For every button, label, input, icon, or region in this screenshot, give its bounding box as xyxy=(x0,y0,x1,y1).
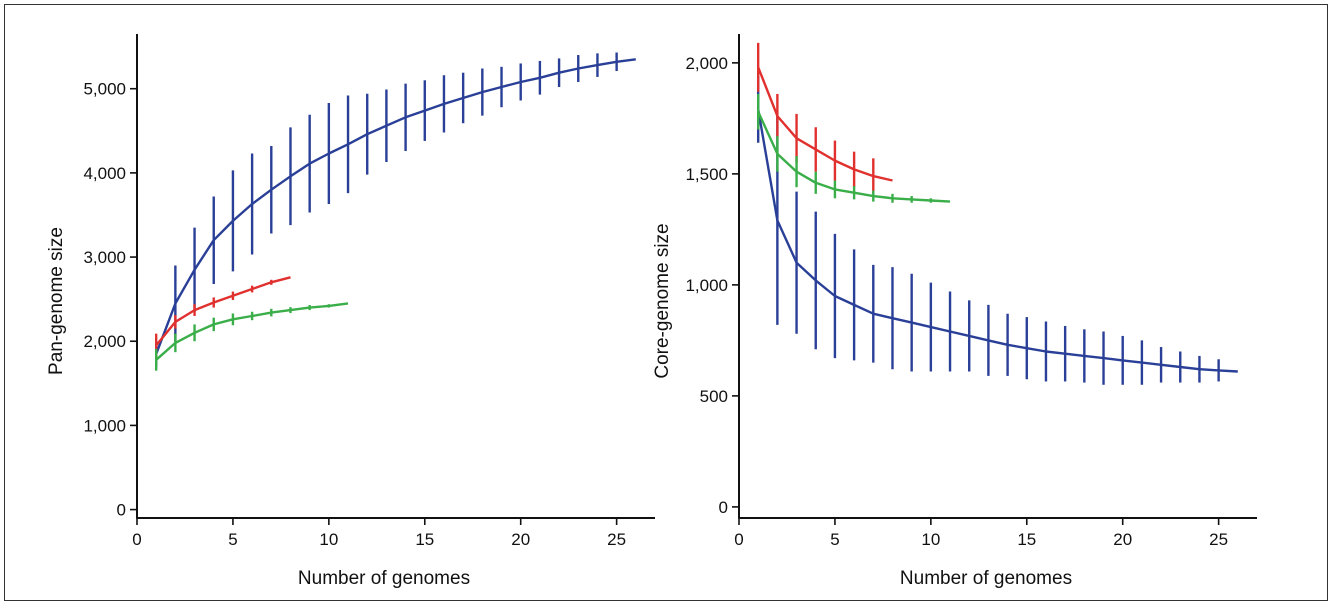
p1-y-tick-label: 3,000 xyxy=(83,248,126,267)
p1-series-3 xyxy=(154,302,349,371)
core-genome-panel: 0 5 10 15 20 25 0 500 1,000 1,500 2,000 Number of g… xyxy=(652,34,1257,589)
p2-series-1 xyxy=(756,76,1238,385)
p1-series-3-line xyxy=(155,302,349,361)
p1-series-2 xyxy=(154,276,291,358)
p2-y-tick-label: 500 xyxy=(700,387,728,406)
p2-series-2 xyxy=(756,42,893,194)
p1-x-tick-label: 0 xyxy=(132,530,141,549)
p1-series-1 xyxy=(154,52,636,367)
p2-x-tick-label: 25 xyxy=(1209,530,1228,549)
p2-series-3-line xyxy=(757,111,951,203)
p2-x-tick-label: 15 xyxy=(1017,530,1036,549)
p2-y-tick-label: 1,500 xyxy=(685,165,728,184)
p1-y-axis-label: Pan-genome size xyxy=(46,227,67,375)
p2-x-tick-label: 5 xyxy=(830,530,839,549)
p2-series-2-line xyxy=(757,66,893,182)
p1-x-tick-label: 15 xyxy=(415,530,434,549)
p2-series-1-line xyxy=(757,109,1238,373)
p1-x-axis-label: Number of genomes xyxy=(298,568,470,589)
p1-x-tick-label: 25 xyxy=(607,530,626,549)
p2-x-tick-label: 10 xyxy=(921,530,940,549)
p2-series-3 xyxy=(756,93,951,203)
p2-x-axis-label: Number of genomes xyxy=(900,568,1072,589)
p1-series-2-line xyxy=(155,276,291,347)
p2-x-tick-label: 0 xyxy=(734,530,743,549)
p2-y-axis-label: Core-genome size xyxy=(652,223,673,378)
p2-y-tick-label: 1,000 xyxy=(685,276,728,295)
figure-frame xyxy=(4,4,1328,601)
p1-y-tick-label: 5,000 xyxy=(83,80,126,99)
p1-series-1-line xyxy=(155,58,636,355)
p1-y-tick-label: 2,000 xyxy=(83,332,126,351)
p1-y-tick-label: 0 xyxy=(117,501,126,520)
p2-y-tick-label: 2,000 xyxy=(685,54,728,73)
p1-x-tick-label: 5 xyxy=(228,530,237,549)
p1-y-tick-label: 1,000 xyxy=(83,416,126,435)
p1-y-tick-label: 4,000 xyxy=(83,164,126,183)
pan-genome-panel: 0 5 10 15 20 25 0 1,000 2,000 3,000 4,000 5,000 Numb… xyxy=(46,34,655,589)
p1-x-tick-label: 10 xyxy=(319,530,338,549)
p2-y-tick-label: 0 xyxy=(719,498,728,517)
p1-x-tick-label: 20 xyxy=(511,530,530,549)
p2-x-tick-label: 20 xyxy=(1113,530,1132,549)
